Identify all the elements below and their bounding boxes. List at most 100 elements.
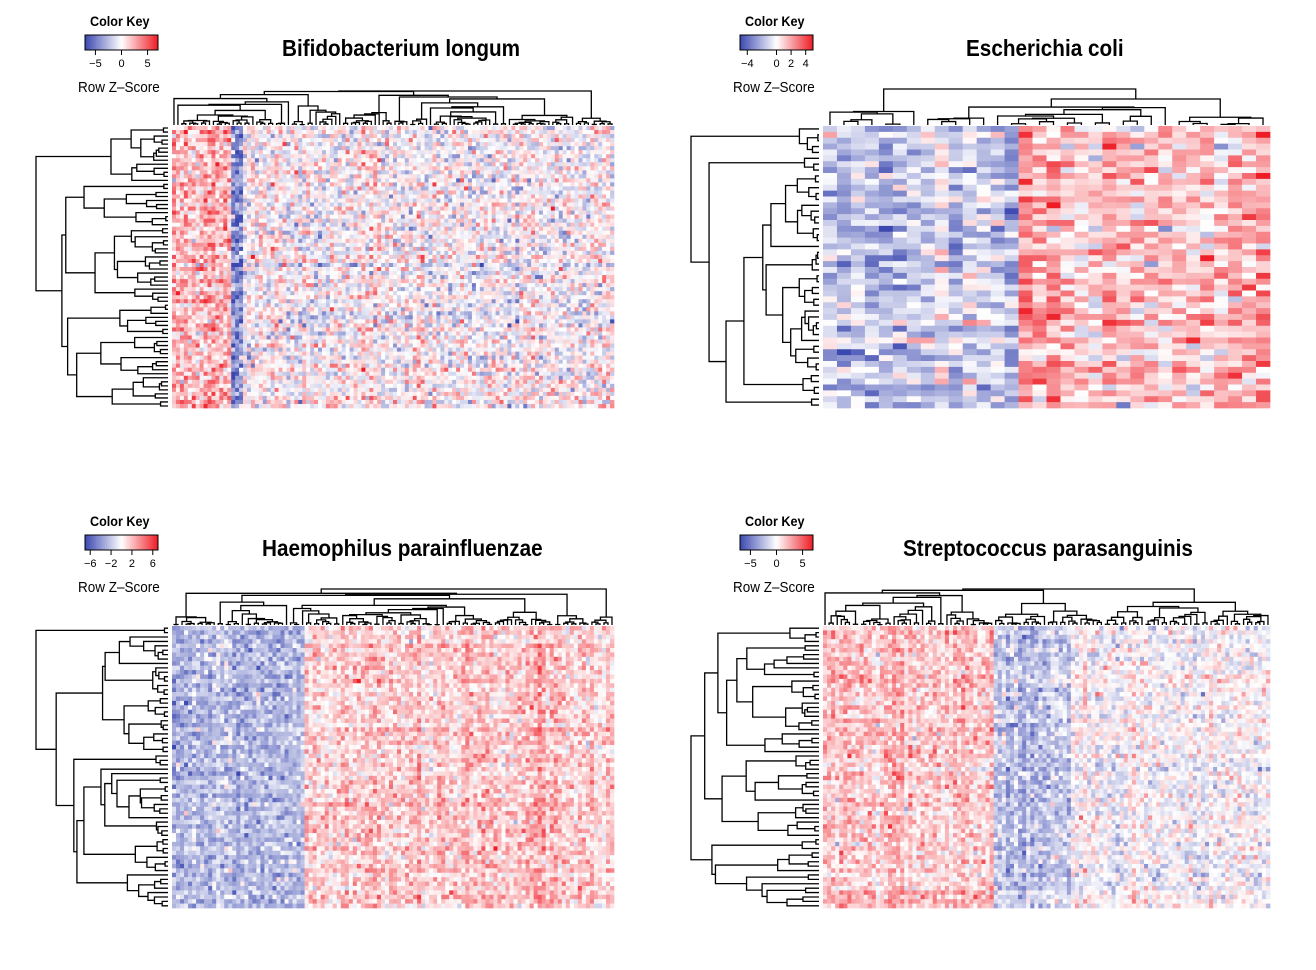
heatmap-cell: [507, 166, 511, 170]
heatmap-cell: [429, 271, 433, 275]
heatmap-cell: [231, 235, 235, 239]
heatmap-cell: [286, 182, 290, 186]
heatmap-cell: [575, 287, 579, 291]
heatmap-cell: [357, 182, 361, 186]
heatmap-cell: [452, 283, 456, 287]
heatmap-cell: [373, 138, 377, 142]
heatmap-cell: [551, 259, 555, 263]
heatmap-cell: [314, 287, 318, 291]
heatmap-cell: [354, 170, 358, 174]
heatmap-cell: [551, 190, 555, 194]
heatmap-cell: [235, 158, 239, 162]
heatmap-cell: [488, 215, 492, 219]
heatmap-cell: [515, 263, 519, 267]
heatmap-cell: [543, 182, 547, 186]
heatmap-cell: [259, 126, 263, 130]
heatmap-cell: [543, 186, 547, 190]
heatmap-cell: [547, 243, 551, 247]
heatmap-cell: [385, 215, 389, 219]
heatmap-cell: [172, 174, 176, 178]
heatmap-cell: [440, 283, 444, 287]
heatmap-cell: [578, 134, 582, 138]
heatmap-cell: [575, 299, 579, 303]
heatmap-cell: [563, 211, 567, 215]
heatmap-cell: [460, 259, 464, 263]
heatmap-cell: [361, 267, 365, 271]
heatmap-cell: [365, 263, 369, 267]
heatmap-cell: [286, 295, 290, 299]
heatmap-cell: [401, 194, 405, 198]
heatmap-cell: [263, 158, 267, 162]
heatmap-cell: [448, 170, 452, 174]
heatmap-cell: [590, 231, 594, 235]
heatmap-cell: [409, 182, 413, 186]
heatmap-cell: [578, 215, 582, 219]
heatmap-cell: [350, 251, 354, 255]
heatmap-cell: [535, 239, 539, 243]
heatmap-cell: [231, 138, 235, 142]
heatmap-cell: [594, 279, 598, 283]
heatmap-cell: [231, 271, 235, 275]
heatmap-cell: [417, 142, 421, 146]
heatmap-cell: [259, 146, 263, 150]
heatmap-cell: [500, 215, 504, 219]
heatmap-cell: [405, 162, 409, 166]
heatmap-cell: [500, 247, 504, 251]
heatmap-cell: [598, 275, 602, 279]
heatmap-cell: [283, 203, 287, 207]
heatmap-cell: [511, 186, 515, 190]
heatmap-cell: [504, 291, 508, 295]
heatmap-cell: [417, 239, 421, 243]
heatmap-cell: [322, 158, 326, 162]
heatmap-cell: [208, 287, 212, 291]
heatmap-cell: [298, 207, 302, 211]
heatmap-cell: [409, 142, 413, 146]
heatmap-cell: [350, 287, 354, 291]
heatmap-cell: [342, 215, 346, 219]
heatmap-cell: [464, 223, 468, 227]
heatmap-cell: [298, 275, 302, 279]
heatmap-cell: [393, 223, 397, 227]
heatmap-cell: [547, 158, 551, 162]
heatmap-cell: [259, 227, 263, 231]
heatmap-cell: [271, 158, 275, 162]
heatmap-cell: [559, 215, 563, 219]
heatmap-cell: [283, 299, 287, 303]
heatmap-cell: [496, 170, 500, 174]
heatmap-cell: [602, 231, 606, 235]
heatmap-cell: [373, 243, 377, 247]
heatmap-cell: [511, 207, 515, 211]
heatmap-cell: [275, 186, 279, 190]
heatmap-cell: [377, 279, 381, 283]
heatmap-cell: [563, 291, 567, 295]
heatmap-cell: [456, 215, 460, 219]
heatmap-cell: [338, 271, 342, 275]
heatmap-cell: [598, 134, 602, 138]
heatmap-cell: [594, 263, 598, 267]
heatmap-cell: [468, 130, 472, 134]
heatmap-cell: [381, 186, 385, 190]
heatmap-cell: [405, 130, 409, 134]
heatmap-cell: [464, 174, 468, 178]
heatmap-cell: [310, 283, 314, 287]
heatmap-cell: [350, 239, 354, 243]
heatmap-cell: [575, 271, 579, 275]
heatmap-cell: [231, 146, 235, 150]
heatmap-cell: [180, 170, 184, 174]
heatmap-cell: [385, 194, 389, 198]
heatmap-cell: [405, 166, 409, 170]
heatmap-cell: [598, 263, 602, 267]
heatmap-cell: [397, 190, 401, 194]
heatmap-cell: [338, 178, 342, 182]
heatmap-cell: [452, 231, 456, 235]
heatmap-cell: [389, 279, 393, 283]
heatmap-cell: [432, 138, 436, 142]
heatmap-cell: [334, 142, 338, 146]
heatmap-cell: [215, 259, 219, 263]
heatmap-cell: [523, 174, 527, 178]
heatmap-cell: [369, 223, 373, 227]
heatmap-cell: [338, 215, 342, 219]
heatmap-cell: [271, 243, 275, 247]
heatmap-cell: [500, 203, 504, 207]
heatmap-cell: [571, 154, 575, 158]
